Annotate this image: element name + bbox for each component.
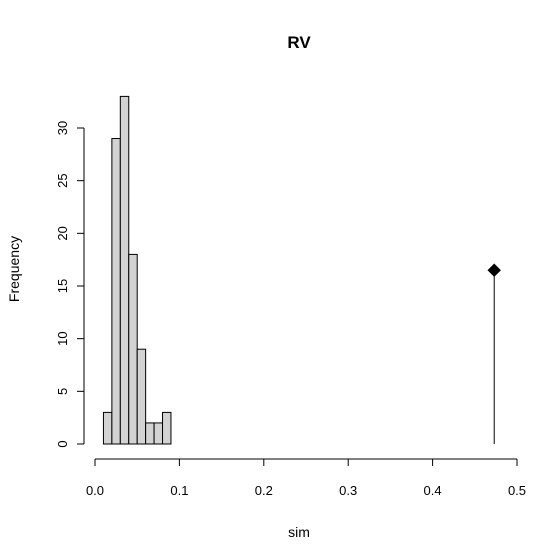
x-tick-label-1: 0.1 bbox=[170, 483, 188, 498]
histogram-bar-5 bbox=[145, 422, 155, 445]
histogram-bar-0 bbox=[102, 411, 113, 445]
y-tick-label-6: 30 bbox=[55, 121, 70, 135]
histogram-bar-4 bbox=[136, 348, 147, 445]
histogram-bar-6 bbox=[153, 422, 164, 445]
y-axis-title: Frequency bbox=[6, 236, 22, 302]
y-tick-label-2: 10 bbox=[55, 331, 70, 345]
observed-diamond-marker bbox=[487, 263, 501, 277]
y-tick-label-3: 15 bbox=[55, 279, 70, 293]
y-tick-label-5: 25 bbox=[55, 173, 70, 187]
histogram-bar-7 bbox=[162, 411, 172, 445]
x-tick-label-3: 0.3 bbox=[339, 483, 357, 498]
x-tick-label-2: 0.2 bbox=[255, 483, 273, 498]
x-tick-label-4: 0.4 bbox=[424, 483, 442, 498]
x-axis-title: sim bbox=[288, 524, 310, 540]
histogram-bar-2 bbox=[119, 95, 130, 445]
histogram-bars bbox=[102, 95, 172, 445]
observed-statistic bbox=[487, 263, 501, 444]
x-axis: 0.0 0.1 0.2 0.3 0.4 0.5 bbox=[86, 458, 526, 498]
y-axis: 0 5 10 15 20 25 30 bbox=[55, 121, 85, 448]
x-tick-label-0: 0.0 bbox=[86, 483, 104, 498]
y-tick-label-0: 0 bbox=[55, 440, 70, 447]
y-tick-label-1: 5 bbox=[55, 388, 70, 395]
chart-title: RV bbox=[287, 33, 311, 52]
y-tick-label-4: 20 bbox=[55, 226, 70, 240]
histogram-bar-1 bbox=[111, 138, 121, 445]
histogram-bar-3 bbox=[128, 253, 138, 445]
x-tick-label-5: 0.5 bbox=[508, 483, 526, 498]
